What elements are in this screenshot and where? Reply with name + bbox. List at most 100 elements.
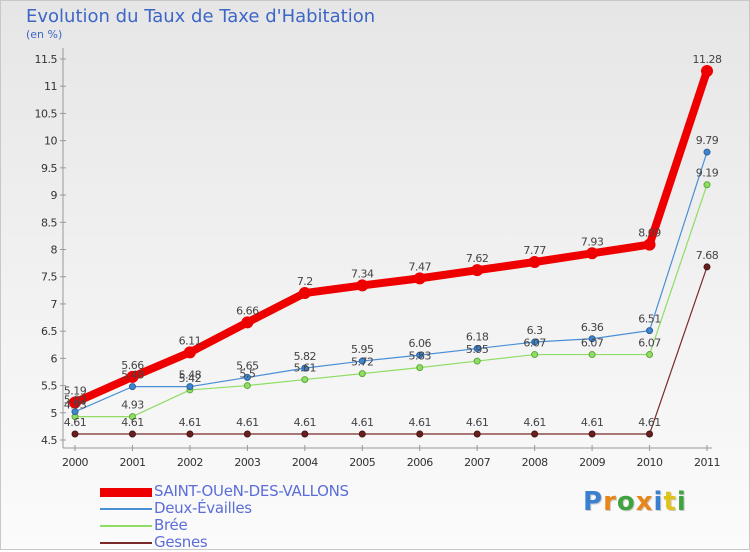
y-tick-label: 8 [51, 244, 58, 257]
legend-swatch [100, 508, 152, 510]
data-label: 4.61 [466, 416, 489, 429]
legend-swatch [100, 542, 152, 544]
logo-letter: r [603, 487, 617, 517]
data-label: 4.61 [351, 416, 374, 429]
data-point [531, 338, 539, 346]
x-tick-label: 2011 [694, 456, 720, 469]
data-point [646, 327, 654, 335]
x-tick-label: 2000 [62, 456, 88, 469]
data-label: 7.47 [408, 260, 431, 273]
data-label: 8.09 [638, 227, 661, 240]
y-tick-label: 5.5 [41, 380, 57, 393]
data-point [301, 430, 309, 438]
data-point [528, 256, 541, 269]
data-label: 5.66 [121, 359, 144, 372]
logo-letter: o [616, 487, 636, 517]
data-label: 6.11 [179, 334, 202, 347]
data-label: 4.61 [523, 416, 546, 429]
data-point [298, 287, 311, 300]
data-label: 6.07 [581, 337, 604, 350]
data-label: 6.06 [408, 337, 431, 350]
data-label: 6.07 [523, 337, 546, 350]
data-point [128, 413, 136, 421]
data-point [531, 351, 539, 359]
data-label: 5.95 [351, 343, 374, 356]
data-point [416, 351, 424, 359]
data-point [586, 247, 599, 260]
data-label: 7.93 [581, 235, 604, 248]
data-point [358, 430, 366, 438]
data-label: 5.02 [64, 394, 87, 407]
x-tick-label: 2008 [522, 456, 548, 469]
data-label: 5.83 [408, 350, 431, 363]
y-tick-label: 11 [44, 80, 57, 93]
data-label: 7.2 [297, 275, 313, 288]
data-label: 5.42 [179, 372, 202, 385]
data-label: 4.61 [179, 416, 202, 429]
data-label: 4.61 [121, 416, 144, 429]
y-tick-label: 4.5 [41, 434, 57, 447]
legend-label: Brée [154, 516, 188, 534]
data-label: 4.93 [121, 399, 144, 412]
logo-letter: i [676, 487, 687, 517]
y-tick-label: 9.5 [41, 162, 57, 175]
data-point [301, 364, 309, 372]
chart-unit-label: (en %) [26, 28, 63, 41]
data-label: 6.36 [581, 321, 604, 334]
data-point [126, 370, 139, 383]
data-point [301, 376, 309, 384]
data-label: 5.65 [236, 359, 259, 372]
proxiti-logo: Proxiti [583, 487, 687, 517]
data-point [128, 430, 136, 438]
data-point [241, 316, 254, 329]
y-tick-label: 7 [51, 298, 58, 311]
x-tick-label: 2001 [119, 456, 145, 469]
data-point [356, 279, 369, 292]
legend-label: SAINT-OUeN-DES-VALLONS [154, 482, 349, 500]
logo-letter: t [663, 487, 677, 517]
data-label: 5.48 [179, 369, 202, 382]
data-point [416, 430, 424, 438]
data-point [703, 263, 711, 271]
series-line [74, 151, 708, 413]
data-point [643, 238, 656, 251]
data-label: 6.07 [638, 337, 661, 350]
logo-letter: P [583, 487, 604, 517]
data-point [69, 396, 81, 409]
data-label: 6.66 [236, 304, 259, 317]
data-point [358, 370, 366, 378]
data-point [703, 181, 711, 189]
data-point [128, 383, 136, 391]
logo-letter: x [635, 487, 654, 517]
legend-label: Deux-Évailles [154, 499, 252, 517]
y-tick-label: 8.5 [41, 216, 57, 229]
data-label: 4.61 [294, 416, 317, 429]
data-label: 9.19 [696, 167, 719, 180]
data-label: 6.3 [527, 324, 543, 337]
data-label: 5.82 [294, 350, 317, 363]
data-label: 5.72 [351, 356, 374, 369]
legend-label: Gesnes [154, 533, 208, 551]
data-label: 4.61 [64, 416, 87, 429]
data-point [473, 430, 481, 438]
data-point [646, 351, 654, 359]
x-tick-label: 2010 [637, 456, 663, 469]
y-tick-label: 10.5 [35, 107, 58, 120]
chart-title: Evolution du Taux de Taxe d'Habitation [26, 6, 376, 27]
y-tick-label: 7.5 [41, 271, 57, 284]
data-point [71, 430, 79, 438]
data-label: 5.5 [239, 368, 255, 381]
data-label: 7.62 [466, 252, 489, 265]
data-point [416, 364, 424, 372]
data-point [588, 351, 596, 359]
data-point [243, 430, 251, 438]
y-tick-label: 11.5 [35, 53, 58, 66]
x-tick-label: 2006 [407, 456, 433, 469]
data-label: 9.79 [696, 134, 719, 147]
x-tick-label: 2007 [464, 456, 490, 469]
series-line [75, 266, 708, 435]
data-label: 5.19 [64, 384, 87, 397]
data-label: 5.61 [294, 362, 317, 375]
y-tick-label: 6.5 [41, 325, 57, 338]
